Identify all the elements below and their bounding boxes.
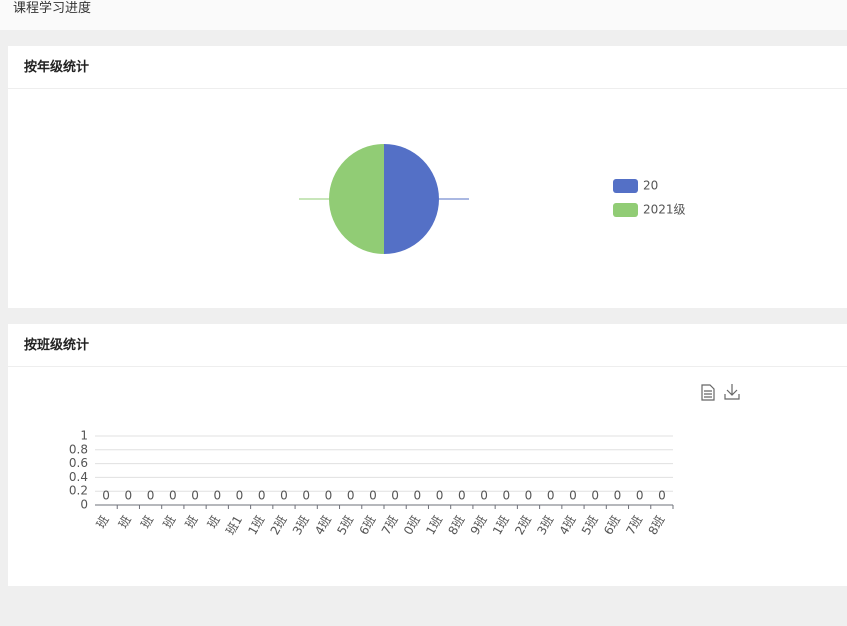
x-tick-label: 班 — [138, 513, 156, 530]
x-tick-label: 班 — [183, 513, 201, 530]
x-tick-label: 1班 — [490, 513, 512, 537]
x-tick-label: 班 — [116, 513, 134, 530]
bar-value-label: 0 — [147, 489, 155, 503]
card-title: 按年级统计 — [8, 46, 847, 89]
x-tick-label: 5班 — [579, 513, 601, 537]
x-tick-label: 2班 — [512, 513, 534, 537]
x-tick-label: 班1 — [223, 513, 245, 537]
x-tick-label: 班 — [160, 513, 178, 530]
y-tick-label: 0 — [80, 498, 88, 512]
bar-value-label: 0 — [369, 489, 377, 503]
save-image-icon[interactable] — [724, 384, 740, 400]
class-card: 按班级统计 — [8, 324, 847, 586]
x-tick-label: 9班 — [468, 513, 490, 537]
bar-value-label: 0 — [169, 489, 177, 503]
x-tick-label: 7班 — [379, 513, 401, 537]
x-tick-label: 3班 — [534, 513, 556, 537]
bar-value-label: 0 — [658, 489, 666, 503]
page-title: 课程学习进度 — [0, 0, 847, 30]
bar-value-label: 0 — [502, 489, 510, 503]
bar-value-label: 0 — [636, 489, 644, 503]
x-tick-label: 4班 — [557, 513, 579, 537]
bar-value-label: 0 — [547, 489, 555, 503]
bar-value-label: 0 — [258, 489, 266, 503]
bar-value-label: 0 — [591, 489, 599, 503]
y-tick-label: 0.4 — [69, 470, 88, 484]
bar-value-label: 0 — [236, 489, 244, 503]
bar-value-label: 0 — [480, 489, 488, 503]
x-tick-label: 6班 — [601, 513, 623, 537]
x-tick-label: 班 — [94, 513, 112, 530]
y-tick-label: 0.6 — [69, 456, 88, 470]
bar-value-label: 0 — [347, 489, 355, 503]
y-tick-label: 0.8 — [69, 442, 88, 456]
x-tick-label: 0班 — [401, 513, 423, 537]
bar-value-label: 0 — [414, 489, 422, 503]
legend-swatch — [613, 203, 638, 217]
x-tick-label: 2班 — [268, 513, 290, 537]
data-view-icon[interactable] — [701, 384, 715, 401]
bar-value-label: 0 — [325, 489, 333, 503]
bar-value-label: 0 — [302, 489, 310, 503]
card-title: 按班级统计 — [8, 324, 847, 367]
x-tick-label: 4班 — [312, 513, 334, 537]
pie-slice — [329, 144, 384, 254]
x-tick-label: 班 — [205, 513, 223, 530]
bar-value-label: 0 — [213, 489, 221, 503]
pie-slice — [384, 144, 439, 254]
bar-value-label: 0 — [125, 489, 133, 503]
x-tick-label: 5班 — [334, 513, 356, 537]
x-tick-label: 1班 — [423, 513, 445, 537]
x-tick-label: 8班 — [445, 513, 467, 537]
legend-label: 2021级 — [643, 203, 686, 217]
bar-value-label: 0 — [280, 489, 288, 503]
bar-value-label: 0 — [458, 489, 466, 503]
bar-value-label: 0 — [391, 489, 399, 503]
legend-label: 20 — [643, 179, 658, 193]
legend-swatch — [613, 179, 638, 193]
x-tick-label: 6班 — [357, 513, 379, 537]
x-tick-label: 1班 — [245, 513, 267, 537]
y-tick-label: 0.2 — [69, 484, 88, 498]
bar-value-label: 0 — [569, 489, 577, 503]
x-tick-label: 7班 — [623, 513, 645, 537]
x-tick-label: 8班 — [646, 513, 668, 537]
bar-value-label: 0 — [191, 489, 199, 503]
bar-value-label: 0 — [525, 489, 533, 503]
bar-value-label: 0 — [102, 489, 110, 503]
bar-value-label: 0 — [614, 489, 622, 503]
bar-value-label: 0 — [436, 489, 444, 503]
y-tick-label: 1 — [80, 429, 88, 443]
toolbox[interactable] — [701, 384, 740, 401]
x-tick-label: 3班 — [290, 513, 312, 537]
